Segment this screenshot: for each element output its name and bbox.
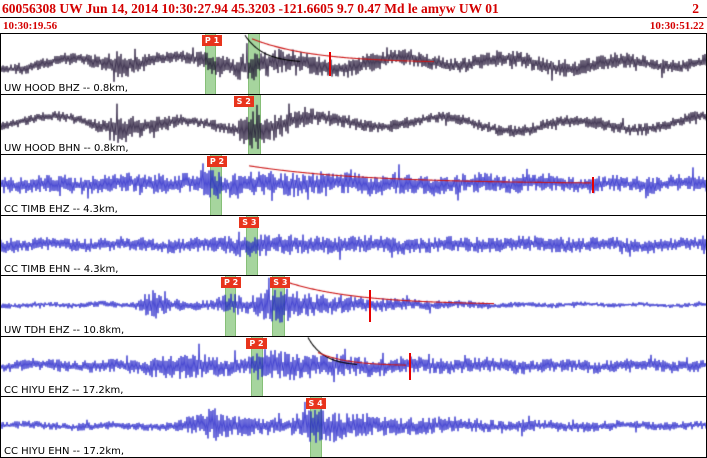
amplitude-pick-line[interactable] xyxy=(368,289,371,323)
phase-pick-flag[interactable]: S 3 xyxy=(270,277,291,289)
trace-label: CC HIYU EHN -- 17.2km, xyxy=(4,446,125,458)
trace-label: UW HOOD BHN -- 0.8km, xyxy=(4,143,129,155)
phase-pick-flag[interactable]: S 2 xyxy=(233,95,254,107)
waveform-canvas[interactable] xyxy=(1,397,706,458)
page-indicator: 2 xyxy=(692,0,699,16)
trace-label: CC HIYU EHZ -- 17.2km, xyxy=(4,385,124,397)
amplitude-pick-line[interactable] xyxy=(592,177,595,193)
trace-label: CC TIMB EHZ -- 4.3km, xyxy=(4,203,118,215)
phase-pick-flag[interactable]: P 2 xyxy=(220,277,242,289)
time-window-bar: 10:30:19.56 10:30:51.22 xyxy=(0,18,707,33)
trace-panel[interactable]: S 3 CC TIMB EHN -- 4.3km, xyxy=(1,215,706,277)
trace-label: UW HOOD BHZ -- 0.8km, xyxy=(4,82,128,94)
trace-panel[interactable]: S 2 UW HOOD BHN -- 0.8km, xyxy=(1,94,706,156)
waveform-canvas[interactable] xyxy=(1,336,706,397)
amplitude-pick-line[interactable] xyxy=(408,352,411,381)
waveform-canvas[interactable] xyxy=(1,34,706,94)
phase-pick-flag[interactable]: S 3 xyxy=(239,216,260,228)
waveform-canvas[interactable] xyxy=(1,94,706,155)
phase-pick-flag[interactable]: P 1 xyxy=(201,35,223,46)
trace-panel[interactable]: S 4 CC HIYU EHN -- 17.2km, xyxy=(1,397,706,458)
trace-panel[interactable]: P 2 CC TIMB EHZ -- 4.3km, xyxy=(1,155,706,216)
amplitude-pick-line[interactable] xyxy=(329,51,332,76)
phase-pick-flag[interactable]: P 2 xyxy=(246,337,267,349)
trace-label: UW TDH EHZ -- 10.8km, xyxy=(4,324,125,336)
trace-panel[interactable]: P 2 CC HIYU EHZ -- 17.2km, xyxy=(1,336,706,398)
waveform-canvas[interactable] xyxy=(1,276,706,336)
waveform-canvas[interactable] xyxy=(1,155,706,215)
waveform-canvas[interactable] xyxy=(1,215,706,276)
window-start-time: 10:30:19.56 xyxy=(3,19,58,32)
event-summary: 60056308 UW Jun 14, 2014 10:30:27.94 45.… xyxy=(2,0,499,16)
window-end-time: 10:30:51.22 xyxy=(649,19,704,32)
event-header: 60056308 UW Jun 14, 2014 10:30:27.94 45.… xyxy=(0,0,707,18)
trace-stack: P 1 UW HOOD BHZ -- 0.8km, S 2 UW HOOD BHN -… xyxy=(0,33,707,458)
phase-pick-flag[interactable]: S 4 xyxy=(305,398,326,410)
trace-panel[interactable]: P 1 UW HOOD BHZ -- 0.8km, xyxy=(1,34,706,95)
trace-label: CC TIMB EHN -- 4.3km, xyxy=(4,264,119,276)
phase-pick-flag[interactable]: P 2 xyxy=(206,156,228,168)
trace-panel[interactable]: P 2 S 3 UW TDH EHZ -- 10.8km, xyxy=(1,276,706,337)
